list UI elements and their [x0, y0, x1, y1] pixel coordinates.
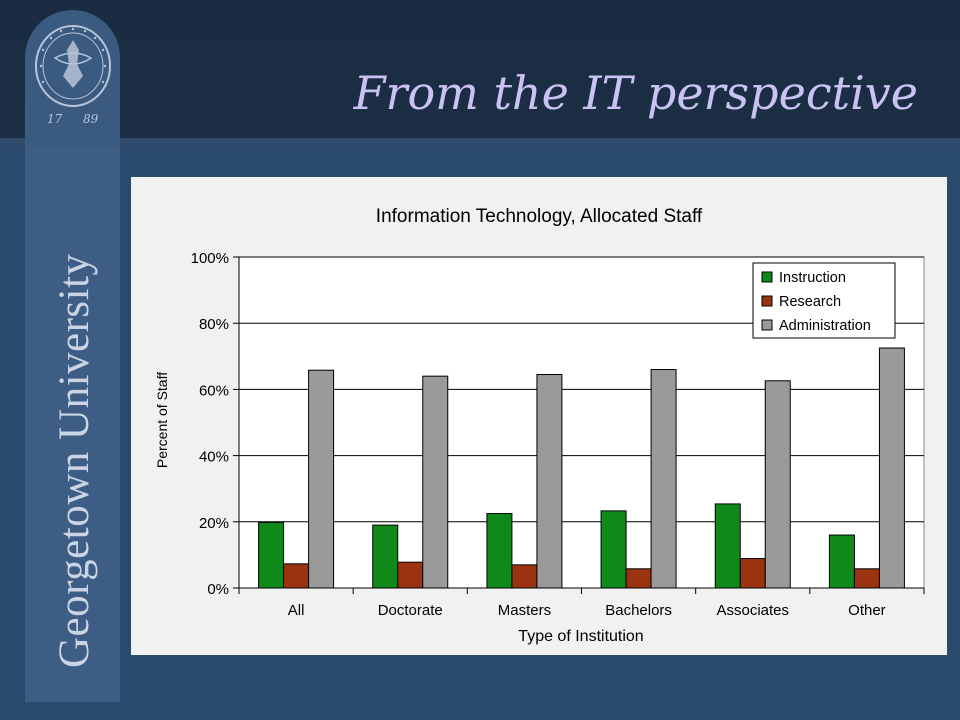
y-tick-label: 80% — [199, 316, 229, 333]
legend-label: Administration — [779, 318, 871, 334]
y-tick-label: 100% — [191, 250, 229, 267]
bar-instruction — [828, 534, 855, 589]
x-tick-label: Doctorate — [378, 602, 443, 619]
seal-year-right: 89 — [83, 112, 99, 126]
legend-swatch — [761, 319, 773, 331]
y-axis-label: Percent of Staff — [154, 372, 170, 468]
y-tick-label: 20% — [199, 515, 229, 532]
chart-panel: Information Technology, Allocated Staff … — [131, 177, 947, 655]
legend-label: Instruction — [779, 270, 846, 286]
bar-chart: Information Technology, Allocated Staff … — [154, 206, 925, 645]
bar-research — [625, 568, 652, 589]
bar-administration — [764, 380, 791, 589]
sidebar-university-name: Georgetown University — [51, 253, 98, 668]
legend-swatch — [761, 295, 773, 307]
page-title: From the IT perspective — [353, 66, 918, 120]
bar-administration — [422, 375, 449, 589]
bar-administration — [536, 374, 563, 589]
y-tick-label: 0% — [207, 581, 229, 598]
legend-box — [752, 262, 896, 339]
x-tick-label: All — [288, 602, 305, 619]
legend-swatch — [761, 271, 773, 283]
bar-instruction — [600, 510, 627, 589]
sidebar-lower — [25, 146, 120, 702]
bar-instruction — [714, 503, 741, 589]
seal-year-left: 17 — [47, 112, 63, 126]
bar-administration — [308, 369, 335, 589]
legend-label: Research — [779, 294, 841, 310]
bar-research — [283, 563, 310, 589]
university-seal-icon: 17 89 — [35, 25, 111, 126]
x-tick-label: Bachelors — [605, 602, 672, 619]
x-axis-label: Type of Institution — [518, 628, 643, 645]
bar-research — [397, 561, 424, 589]
header-band — [0, 0, 960, 140]
bar-research — [853, 568, 880, 589]
bar-research — [739, 558, 766, 589]
bar-instruction — [258, 521, 285, 589]
x-tick-label: Masters — [498, 602, 551, 619]
bar-administration — [878, 347, 905, 589]
chart-title: Information Technology, Allocated Staff — [376, 206, 703, 227]
bar-administration — [650, 369, 677, 589]
bar-instruction — [486, 513, 513, 589]
x-tick-label: Associates — [716, 602, 789, 619]
header-divider — [0, 138, 960, 146]
x-tick-label: Other — [848, 602, 886, 619]
bar-research — [511, 564, 538, 589]
y-tick-label: 60% — [199, 382, 229, 399]
bar-instruction — [372, 524, 399, 589]
y-tick-label: 40% — [199, 449, 229, 466]
